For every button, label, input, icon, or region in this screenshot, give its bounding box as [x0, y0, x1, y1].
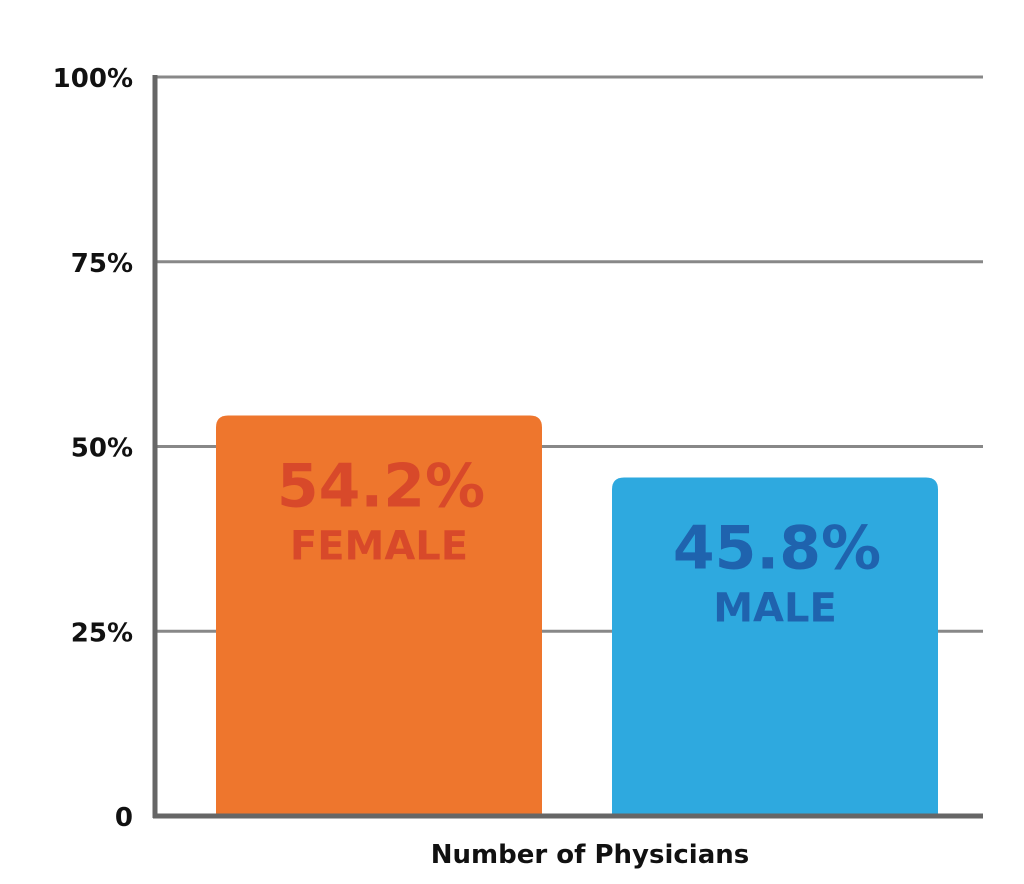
bar-category-label: FEMALE: [290, 523, 468, 569]
bar-male: [612, 477, 938, 816]
bar-value-label: 45.8%: [673, 514, 881, 584]
bar-value-label: 54.2%: [277, 451, 485, 521]
y-tick-label: 0: [115, 803, 133, 833]
y-tick-label: 25%: [71, 618, 133, 648]
axes: [152, 75, 983, 819]
x-axis-label: Number of Physicians: [431, 840, 749, 870]
bar-labels: 54.2%FEMALE 45.8%MALE: [277, 451, 881, 631]
bar-female: [216, 415, 542, 816]
y-tick-labels: 0 25% 50% 75% 100%: [53, 64, 133, 833]
bar-category-label: MALE: [713, 586, 837, 632]
bars: [216, 415, 938, 816]
y-tick-label: 75%: [71, 249, 133, 279]
y-tick-label: 100%: [53, 64, 133, 94]
y-tick-label: 50%: [71, 434, 133, 464]
